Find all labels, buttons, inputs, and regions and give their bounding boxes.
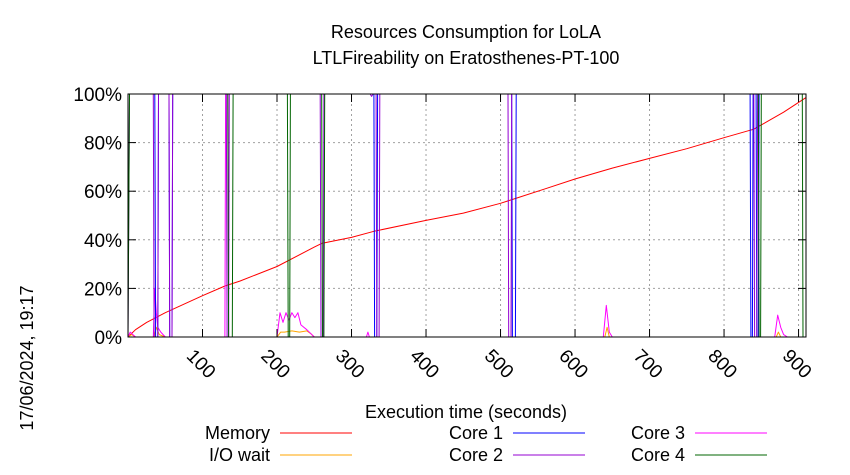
y-tick-label: 40% [84, 231, 122, 252]
chart-subtitle: LTLFireability on Eratosthenes-PT-100 [313, 48, 620, 68]
plot-frame [127, 93, 807, 338]
chart-title: Resources Consumption for LoLA [331, 22, 601, 42]
x-tick-label: 400 [405, 346, 442, 383]
x-tick-label: 200 [256, 346, 293, 383]
legend-label-core-2: Core 2 [449, 445, 503, 465]
series-lines [127, 93, 807, 338]
x-tick-label: 700 [629, 346, 666, 383]
legend-label-core-3: Core 3 [631, 423, 685, 443]
ticks: 0% 20% 40% 60% 80% 100% 100 200 300 400 500 600 700 8… [73, 85, 815, 383]
grid [128, 94, 806, 337]
series-line-core-3 [127, 93, 806, 338]
series-line-core-1 [128, 93, 807, 338]
x-tick-label: 100 [182, 346, 219, 383]
y-tick-label: 80% [84, 134, 122, 155]
legend-label-memory: Memory [205, 423, 270, 443]
series-line-memory [127, 97, 807, 338]
timestamp-label: 17/06/2024, 19:17 [17, 285, 37, 430]
x-tick-label: 300 [331, 346, 368, 383]
legend-label-core-1: Core 1 [449, 423, 503, 443]
x-tick-label: 800 [704, 346, 741, 383]
y-tick-label: 20% [84, 279, 122, 300]
x-tick-label: 600 [554, 346, 591, 383]
y-tick-label: 60% [84, 182, 122, 203]
legend-label-core-4: Core 4 [631, 445, 685, 465]
y-tick-label: 100% [73, 85, 122, 106]
x-tick-label: 500 [480, 346, 517, 383]
x-tick-label: 900 [778, 346, 815, 383]
series-line-core-2 [127, 93, 807, 338]
series-line-core-4 [127, 93, 806, 338]
y-tick-label: 0% [95, 328, 123, 349]
x-axis-label: Execution time (seconds) [365, 402, 567, 422]
legend-label-i-o-wait: I/O wait [209, 445, 270, 465]
series-line-i-o-wait [127, 326, 806, 338]
